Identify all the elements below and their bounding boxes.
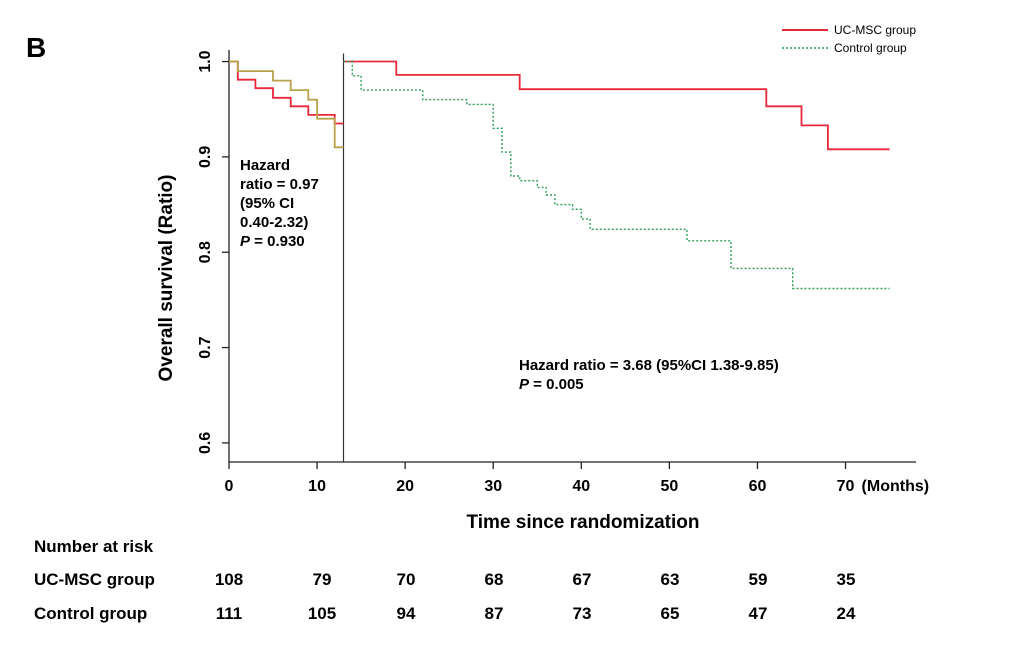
- risk-cell: 35: [837, 570, 856, 589]
- annotation-late-line: Hazard ratio = 3.68 (95%CI 1.38-9.85): [519, 357, 779, 374]
- risk-row-label: Control group: [34, 604, 147, 623]
- risk-cell: 70: [397, 570, 416, 589]
- uc-msc-survival-line-early: [229, 60, 344, 125]
- x-tick-label: 10: [308, 478, 326, 495]
- y-axis-label: Overall survival (Ratio): [156, 175, 177, 382]
- risk-cell: 94: [397, 604, 416, 623]
- risk-cell: 65: [661, 604, 680, 623]
- x-tick-label: 0: [225, 478, 234, 495]
- x-tick-label: 60: [749, 478, 767, 495]
- legend: UC-MSC group Control group: [782, 23, 916, 55]
- annotation-early-line: 0.40-2.32): [240, 214, 308, 231]
- risk-cell: 79: [313, 570, 332, 589]
- risk-cell: 105: [308, 604, 336, 623]
- annotation-early-line: Hazard: [240, 157, 290, 174]
- control-survival-line-early: [229, 60, 344, 149]
- annotation-early-hazard: Hazard ratio = 0.97 (95% CI 0.40-2.32) P = …: [240, 157, 319, 250]
- x-tick-label: 70: [837, 478, 855, 495]
- x-tick-label: 40: [572, 478, 590, 495]
- risk-cell: 87: [485, 604, 504, 623]
- risk-cell: 63: [661, 570, 680, 589]
- annotation-early-line: (95% CI: [240, 195, 294, 212]
- y-tick-label: 0.9: [197, 146, 214, 168]
- annotation-late-hazard: Hazard ratio = 3.68 (95%CI 1.38-9.85) P =…: [519, 357, 779, 393]
- annotation-early-line: ratio = 0.97: [240, 176, 319, 193]
- control-survival-line-late: [343, 60, 890, 290]
- y-tick-label: 0.7: [197, 336, 214, 358]
- y-tick-label: 0.8: [197, 241, 214, 263]
- risk-cell: 59: [749, 570, 768, 589]
- annotation-early-line: P = 0.930: [240, 233, 305, 250]
- y-tick-label: 1.0: [197, 50, 214, 72]
- risk-cell: 68: [485, 570, 504, 589]
- annotation-late-line: P = 0.005: [519, 376, 584, 393]
- legend-label-control: Control group: [834, 41, 907, 55]
- risk-cell: 47: [749, 604, 768, 623]
- risk-table-title: Number at risk: [34, 537, 154, 556]
- risk-cell: 108: [215, 570, 243, 589]
- plot-area: 0.6 0.7 0.8 0.9 1.0 0 10 20 30 40 50 60 70 (Months): [197, 50, 929, 495]
- x-axis-label: Time since randomization: [467, 512, 700, 533]
- x-tick-label: 30: [484, 478, 502, 495]
- x-tick-label: 50: [660, 478, 678, 495]
- risk-row-label: UC-MSC group: [34, 570, 155, 589]
- uc-msc-survival-line-late: [343, 60, 890, 151]
- risk-cell: 111: [216, 604, 243, 623]
- x-tick-label: 20: [396, 478, 414, 495]
- risk-cell: 67: [573, 570, 592, 589]
- x-axis-unit-label: (Months): [862, 478, 930, 495]
- y-tick-label: 0.6: [197, 432, 214, 454]
- legend-label-uc-msc: UC-MSC group: [834, 23, 916, 37]
- risk-cell: 73: [573, 604, 592, 623]
- risk-cell: 24: [837, 604, 856, 623]
- panel-label: B: [26, 32, 46, 63]
- risk-table: Number at risk UC-MSC group 108 79 70 68 67 63…: [34, 537, 856, 623]
